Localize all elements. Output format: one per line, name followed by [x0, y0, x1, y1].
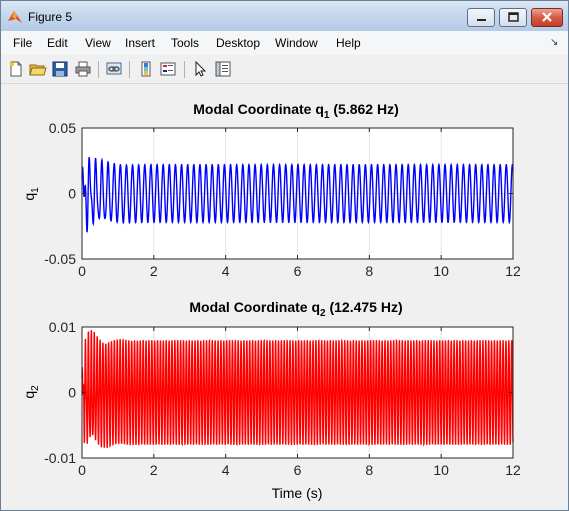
axes2-plot-line	[81, 330, 514, 449]
x-tick-label: 0	[78, 462, 86, 478]
menu-desktop[interactable]: Desktop	[216, 36, 261, 50]
dock-arrow-icon[interactable]: ↘	[550, 37, 559, 48]
save-icon[interactable]	[51, 60, 69, 78]
axes2-title-main: Modal Coordinate q	[189, 299, 320, 315]
menu-bar: File Edit View Insert Tools Desktop Wind…	[1, 31, 568, 55]
menu-file[interactable]: File	[13, 36, 33, 50]
axes1-ylabel-main: q	[21, 193, 37, 201]
series-line	[81, 157, 514, 233]
menu-window[interactable]: Window	[275, 36, 318, 50]
matlab-icon	[8, 11, 22, 23]
title-bar[interactable]: Figure 5	[1, 1, 568, 31]
print-icon[interactable]	[74, 60, 92, 78]
maximize-button[interactable]	[499, 8, 527, 27]
insert-legend-icon[interactable]	[159, 60, 177, 78]
y-tick-label: 0.05	[49, 120, 76, 136]
axes2-title-tail: (12.475 Hz)	[326, 299, 403, 315]
y-tick-label: 0.01	[49, 319, 76, 335]
window-title: Figure 5	[28, 10, 73, 24]
y-tick-label: -0.01	[44, 450, 76, 466]
close-icon	[542, 12, 552, 22]
x-tick-label: 10	[433, 462, 449, 478]
x-tick-label: 8	[365, 462, 373, 478]
series-line	[81, 330, 514, 449]
axes1-title-tail: (5.862 Hz)	[329, 101, 398, 117]
toolbar-separator	[98, 61, 99, 78]
x-tick-label: 12	[505, 462, 521, 478]
x-tick-label: 6	[294, 263, 302, 279]
open-file-icon[interactable]	[29, 60, 47, 78]
y-tick-label: -0.05	[44, 251, 76, 267]
x-tick-label: 12	[505, 263, 521, 279]
edit-plot-cursor-icon[interactable]	[192, 60, 210, 78]
x-tick-label: 8	[365, 263, 373, 279]
new-figure-icon[interactable]	[7, 60, 25, 78]
x-tick-label: 0	[78, 263, 86, 279]
toolbar-separator	[184, 61, 185, 78]
close-button[interactable]	[531, 8, 563, 27]
axes2-title: Modal Coordinate q2 (12.475 Hz)	[189, 299, 402, 319]
x-tick-label: 4	[222, 263, 230, 279]
y-tick-label: 0	[68, 385, 76, 401]
minimize-icon	[477, 19, 486, 21]
menu-edit[interactable]: Edit	[47, 36, 68, 50]
axes2-ylabel-sub: 2	[30, 385, 41, 391]
plots-svg: Modal Coordinate q1 (5.862 Hz) 0 2 4 6 8 10 12…	[21, 101, 521, 501]
y-tick-label: 0	[68, 186, 76, 202]
axes2-title-sub: 2	[320, 308, 326, 319]
link-plot-icon[interactable]	[105, 60, 123, 78]
axes1-ylabel: q1	[21, 187, 41, 201]
x-tick-label: 2	[150, 263, 158, 279]
minimize-button[interactable]	[467, 8, 495, 27]
axes2-ylabel: q2	[21, 385, 41, 399]
maximize-icon	[508, 12, 519, 22]
toolbar	[1, 55, 568, 84]
axes2-xlabel: Time (s)	[272, 485, 323, 501]
insert-colorbar-icon[interactable]	[137, 60, 155, 78]
figure-canvas: Modal Coordinate q1 (5.862 Hz) 0 2 4 6 8 10 12…	[1, 84, 568, 510]
axes1-title: Modal Coordinate q1 (5.862 Hz)	[193, 101, 398, 121]
x-tick-label: 6	[294, 462, 302, 478]
axes1-title-main: Modal Coordinate q	[193, 101, 324, 117]
menu-tools[interactable]: Tools	[171, 36, 200, 50]
axes1-plot-line	[81, 157, 514, 233]
axes1-ylabel-sub: 1	[30, 187, 41, 193]
x-tick-label: 4	[222, 462, 230, 478]
menu-help[interactable]: Help	[336, 36, 361, 50]
x-tick-label: 10	[433, 263, 449, 279]
axes1-title-sub: 1	[324, 110, 330, 121]
toolbar-separator	[129, 61, 130, 78]
axes2-ylabel-main: q	[21, 391, 37, 399]
menu-view[interactable]: View	[85, 36, 111, 50]
property-inspector-icon[interactable]	[214, 60, 232, 78]
menu-insert[interactable]: Insert	[125, 36, 156, 50]
x-tick-label: 2	[150, 462, 158, 478]
